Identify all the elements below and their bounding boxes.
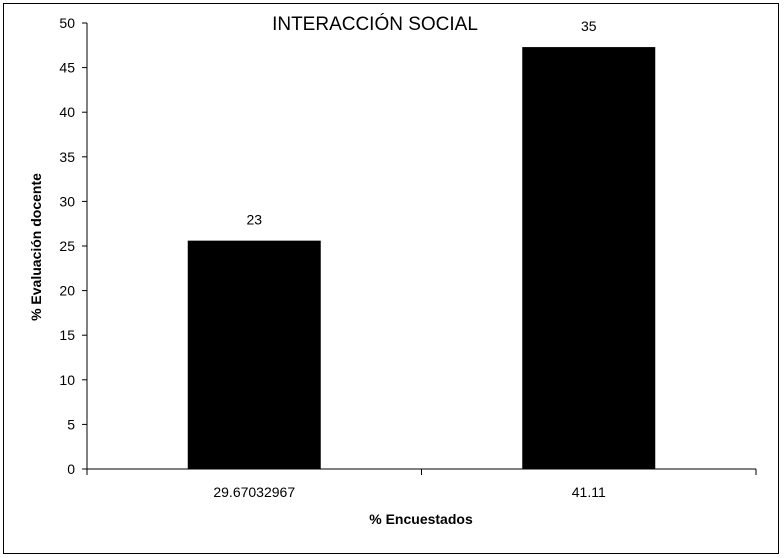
chart-marks: 0 5 10 15 20 25 30 35 40 45 50 23 29.67032967 35 41.11 <box>59 15 757 500</box>
y-tick-label: 35 <box>59 149 75 165</box>
x-axis-title: % Encuestados <box>369 511 473 527</box>
y-tick-label: 5 <box>67 416 75 432</box>
x-tick-label: 29.67032967 <box>213 484 295 500</box>
y-tick-label: 15 <box>59 327 75 343</box>
y-tick-label: 40 <box>59 104 75 120</box>
y-tick-label: 20 <box>59 283 75 299</box>
chart-title: INTERACCIÓN SOCIAL <box>272 13 478 35</box>
bar <box>187 240 321 469</box>
y-tick-label: 45 <box>59 60 75 76</box>
data-label: 35 <box>581 18 597 34</box>
y-tick-label: 50 <box>59 15 75 31</box>
y-tick-label: 30 <box>59 193 75 209</box>
y-tick-label: 0 <box>67 461 75 477</box>
y-tick-label: 25 <box>59 238 75 254</box>
y-tick-label: 10 <box>59 372 75 388</box>
data-label: 23 <box>246 212 262 228</box>
y-axis-title: % Evaluación docente <box>28 173 44 321</box>
x-tick-label: 41.11 <box>572 484 606 500</box>
bar <box>522 47 656 470</box>
